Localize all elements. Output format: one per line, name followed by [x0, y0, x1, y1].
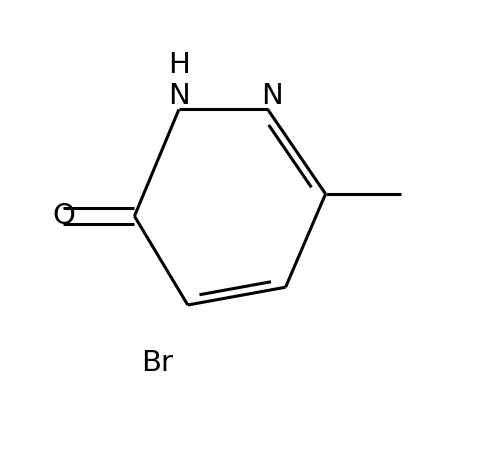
Text: Br: Br	[140, 349, 172, 377]
Text: H: H	[168, 51, 190, 79]
Text: O: O	[52, 202, 75, 230]
Text: N: N	[168, 82, 190, 110]
Text: N: N	[262, 82, 283, 110]
